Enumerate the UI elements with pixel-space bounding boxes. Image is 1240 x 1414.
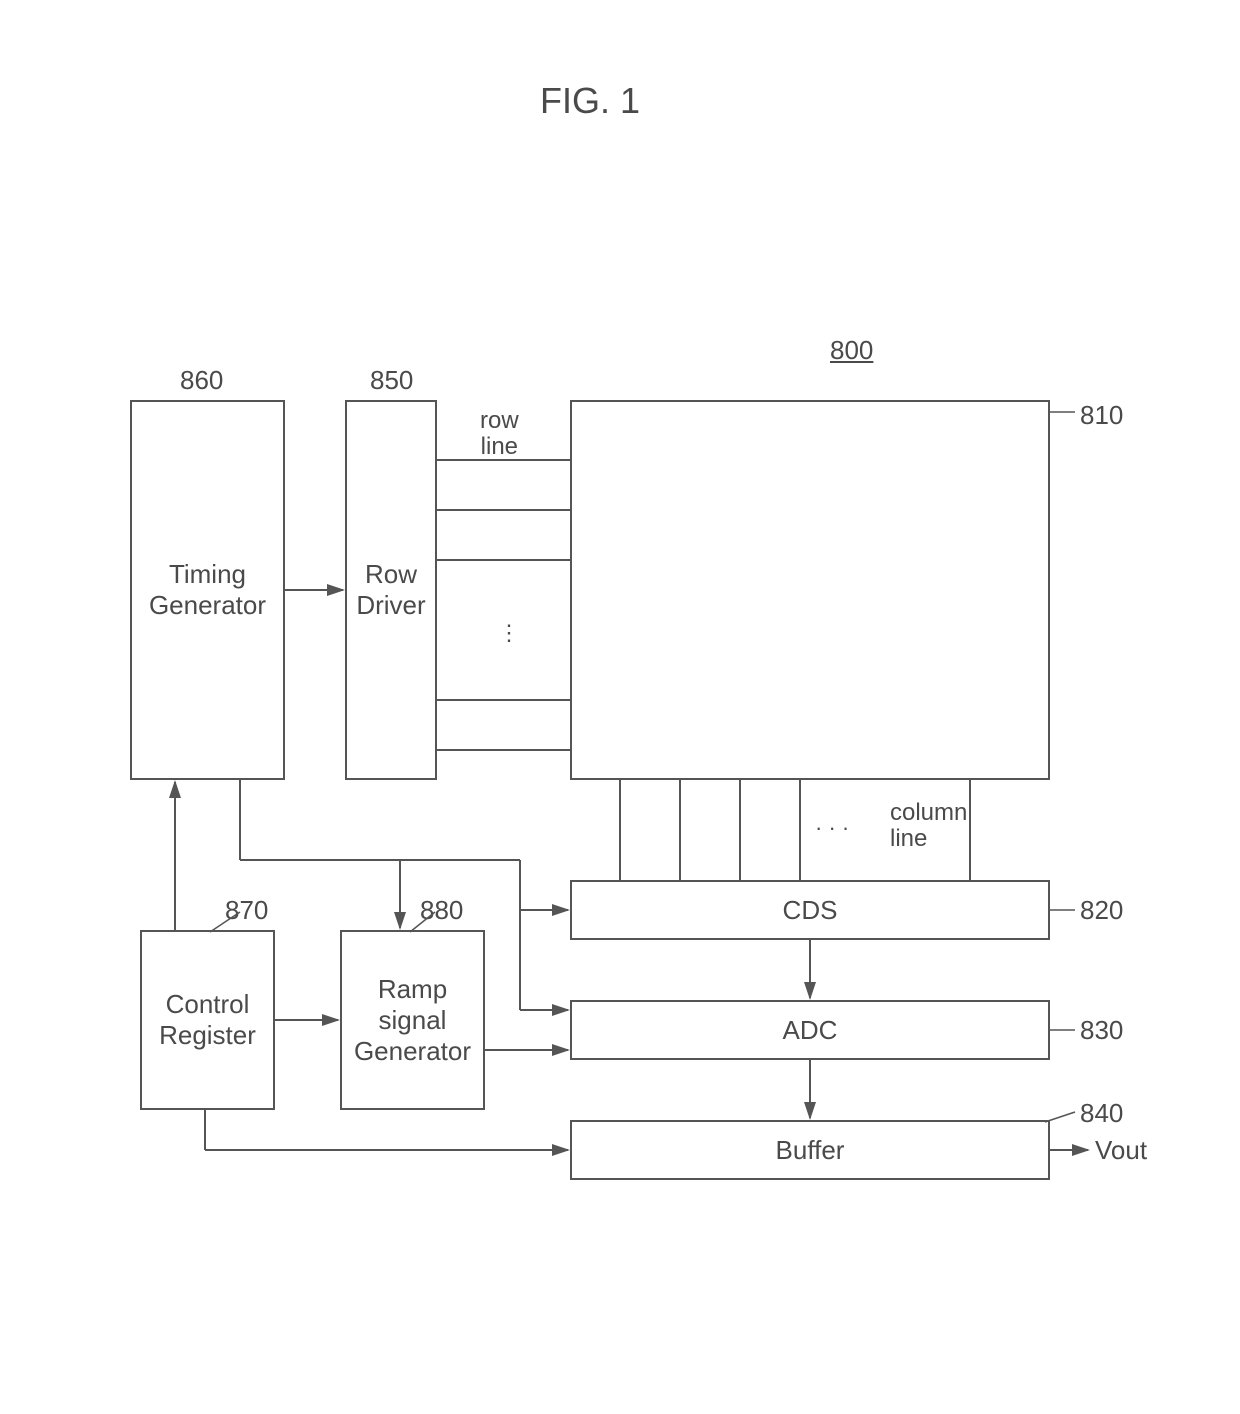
ref-control-register: 870: [225, 895, 268, 926]
block-control-register: Control Register: [140, 930, 275, 1110]
dots-column: · · ·: [815, 815, 849, 841]
figure-title: FIG. 1: [540, 80, 640, 122]
adc-label: ADC: [783, 1015, 838, 1046]
block-ramp-signal: Ramp signal Generator: [340, 930, 485, 1110]
ref-timing-generator: 860: [180, 365, 223, 396]
ref-cds: 820: [1080, 895, 1123, 926]
buffer-label: Buffer: [776, 1135, 845, 1166]
block-row-driver: Row Driver: [345, 400, 437, 780]
block-adc: ADC: [570, 1000, 1050, 1060]
block-pixel-array: [570, 400, 1050, 780]
timing-generator-label: Timing Generator: [149, 559, 266, 621]
vout-label: Vout: [1095, 1135, 1147, 1166]
cds-label: CDS: [783, 895, 838, 926]
dots-row: ⋮: [498, 620, 520, 646]
block-timing-generator: Timing Generator: [130, 400, 285, 780]
ref-adc: 830: [1080, 1015, 1123, 1046]
ramp-signal-label: Ramp signal Generator: [354, 974, 471, 1067]
ref-buffer: 840: [1080, 1098, 1123, 1129]
ref-row-driver: 850: [370, 365, 413, 396]
ref-ramp-signal: 880: [420, 895, 463, 926]
control-register-label: Control Register: [159, 989, 256, 1051]
column-line-label: column line: [890, 800, 967, 853]
block-cds: CDS: [570, 880, 1050, 940]
ref-pixel-array: 810: [1080, 400, 1123, 431]
row-driver-label: Row Driver: [356, 559, 425, 621]
ref-system: 800: [830, 335, 873, 366]
row-line-label: row line: [480, 408, 519, 461]
block-buffer: Buffer: [570, 1120, 1050, 1180]
